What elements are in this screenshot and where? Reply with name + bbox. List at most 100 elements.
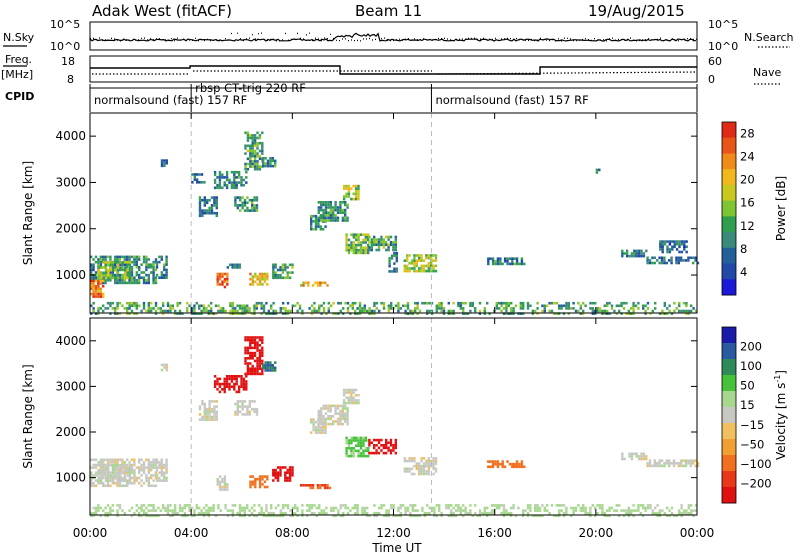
vel-cell: [288, 476, 292, 480]
vel-cell: [255, 410, 259, 414]
power-cell: [104, 274, 108, 277]
vel-cell: [269, 363, 272, 367]
power-cell: [208, 206, 211, 210]
power-cell: [111, 307, 114, 310]
power-cell: [520, 260, 524, 263]
power-cell: [430, 309, 434, 313]
vel-cell: [663, 511, 666, 515]
power-cell: [253, 139, 257, 142]
power-cell: [526, 301, 530, 305]
vel-cell: [589, 506, 592, 510]
power-cell: [324, 211, 328, 214]
vel-cell: [653, 459, 656, 462]
vel-cell: [689, 459, 692, 462]
power-cell: [165, 271, 168, 274]
power-cell: [109, 263, 112, 266]
vel-cell: [529, 506, 532, 510]
freq-trace: [90, 65, 698, 75]
vel-cell: [242, 382, 246, 386]
power-cell: [138, 273, 141, 277]
vel-cell: [114, 461, 117, 464]
colorbar-swatch: [722, 216, 736, 233]
vel-cell: [306, 504, 309, 507]
power-cell: [515, 257, 519, 260]
power-cell: [498, 301, 501, 305]
vel-cell: [258, 485, 262, 489]
power-cell: [344, 216, 347, 220]
power-cell: [152, 273, 155, 277]
vel-cell: [311, 484, 315, 487]
vel-cell: [491, 460, 495, 463]
power-cell: [357, 243, 360, 247]
power-cell: [314, 220, 318, 223]
vel-cell: [323, 486, 327, 490]
vel-cell: [155, 474, 159, 477]
vel-cell: [231, 514, 234, 518]
vel-cell: [362, 439, 365, 442]
power-cell: [215, 201, 218, 205]
power-cell: [237, 181, 241, 184]
vel-cell: [99, 461, 102, 464]
power-cell: [171, 304, 174, 308]
power-cell: [163, 273, 166, 277]
power-cell: [90, 287, 93, 291]
power-cell: [310, 304, 314, 308]
vel-cell: [164, 506, 167, 510]
vel-cell: [639, 504, 642, 507]
power-cell: [282, 307, 285, 310]
power-cell: [266, 162, 270, 165]
power-cell: [648, 261, 652, 265]
vel-cell: [236, 413, 239, 416]
power-cell: [251, 141, 254, 145]
power-cell: [324, 225, 327, 228]
vel-cell: [128, 481, 131, 485]
vel-cell: [126, 463, 129, 467]
vel-cell: [347, 454, 351, 458]
power-cell: [567, 312, 570, 315]
vel-cell: [241, 413, 244, 416]
vel-cell: [582, 504, 585, 507]
vel-cell: [627, 511, 630, 515]
power-cell: [210, 307, 213, 310]
power-cell: [253, 204, 256, 207]
power-cell: [310, 312, 314, 315]
power-cell: [128, 279, 131, 282]
vel-cell: [111, 504, 114, 507]
vel-cell: [243, 413, 247, 416]
power-cell: [447, 309, 450, 313]
power-cell: [632, 312, 635, 315]
power-cell: [97, 279, 100, 283]
power-cell: [213, 196, 216, 199]
power-cell: [635, 249, 638, 253]
power-cell: [121, 304, 124, 308]
vel-cell: [106, 484, 110, 488]
vel-cell: [147, 504, 150, 507]
power-cell: [675, 261, 678, 265]
vel-cell: [276, 474, 280, 477]
power-cell: [342, 187, 346, 190]
vel-cell: [138, 514, 141, 518]
vel-cell: [243, 405, 247, 408]
power-cell: [135, 301, 138, 305]
colorbar-label: Velocity [m s-1]: [773, 370, 788, 460]
power-cell: [279, 273, 282, 277]
power-patch: [388, 251, 398, 273]
power-cell: [249, 283, 252, 286]
power-cell: [160, 161, 164, 165]
vel-cell: [145, 466, 148, 469]
power-cell: [135, 281, 138, 285]
vel-cell: [394, 438, 397, 442]
vel-cell: [245, 380, 248, 383]
power-cell: [202, 304, 206, 308]
power-cell: [680, 242, 684, 246]
vel-cell: [152, 479, 155, 482]
vel-cell: [104, 471, 107, 475]
power-cell: [236, 206, 239, 210]
cpid-segment-label: rbsp CT-trig 220 RF: [195, 81, 306, 95]
vel-cell: [410, 472, 414, 476]
vel-cell: [112, 463, 115, 467]
vel-cell: [171, 514, 174, 518]
power-cell: [584, 304, 587, 308]
power-cell: [642, 252, 646, 255]
vel-patch: [216, 475, 229, 491]
